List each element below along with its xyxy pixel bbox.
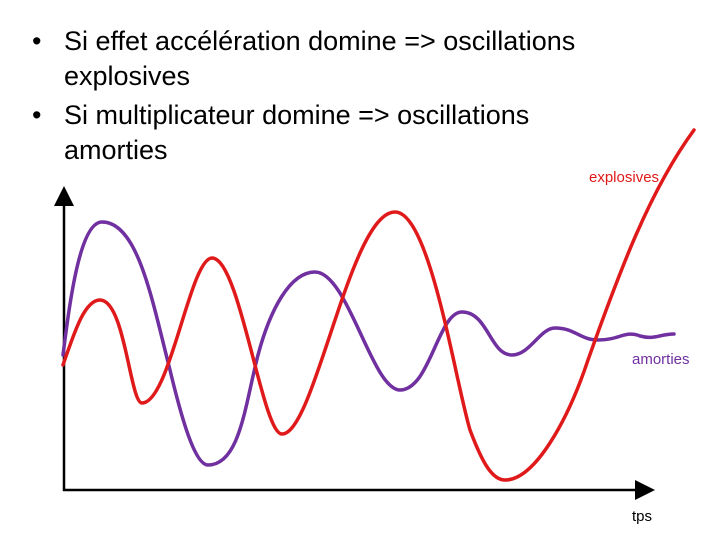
bullet-multiplier: • Si multiplicateur domine => oscillatio…	[28, 98, 634, 168]
explosive-oscillation-curve	[61, 128, 696, 482]
bullet-text: Si effet accélération domine => oscillat…	[64, 26, 576, 91]
explosive-label: explosives	[589, 169, 659, 186]
damped-oscillation-curve	[61, 220, 676, 467]
bullet-marker: •	[32, 100, 42, 130]
damped-label: amorties	[632, 351, 690, 368]
bullet-acceleration: • Si effet accélération domine => oscill…	[28, 24, 634, 94]
bullet-list: • Si effet accélération domine => oscill…	[28, 24, 634, 172]
bullet-marker: •	[32, 26, 42, 56]
bullet-text: Si multiplicateur domine => oscillations…	[64, 100, 530, 165]
time-axis-label: tps	[632, 508, 652, 525]
